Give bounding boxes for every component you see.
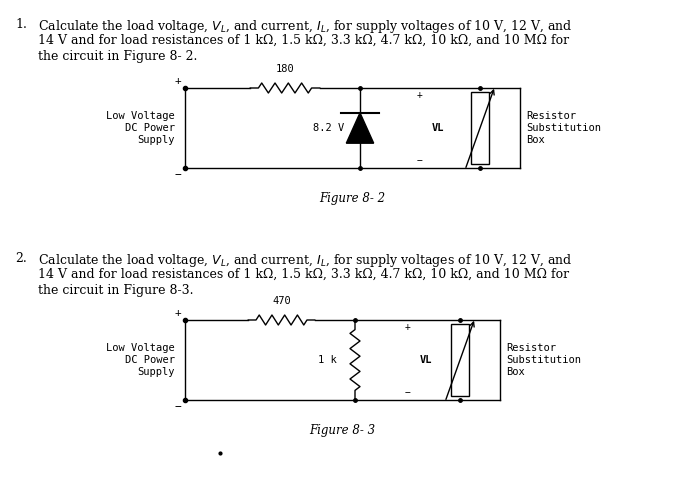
Text: 14 V and for load resistances of 1 kΩ, 1.5 kΩ, 3.3 kΩ, 4.7 kΩ, 10 kΩ, and 10 MΩ : 14 V and for load resistances of 1 kΩ, 1…: [38, 268, 569, 281]
Text: Supply: Supply: [137, 367, 175, 377]
Text: 14 V and for load resistances of 1 kΩ, 1.5 kΩ, 3.3 kΩ, 4.7 kΩ, 10 kΩ, and 10 MΩ : 14 V and for load resistances of 1 kΩ, 1…: [38, 34, 569, 47]
Text: +: +: [417, 90, 423, 100]
Text: Calculate the load voltage, $V_L$, and current, $I_L$, for supply voltages of 10: Calculate the load voltage, $V_L$, and c…: [38, 252, 573, 269]
Text: VL: VL: [420, 355, 433, 365]
Text: 1.: 1.: [15, 18, 27, 31]
Text: Calculate the load voltage, $V_L$, and current, $I_L$, for supply voltages of 10: Calculate the load voltage, $V_L$, and c…: [38, 18, 573, 35]
Text: 180: 180: [276, 64, 295, 74]
Text: +: +: [174, 76, 181, 86]
Polygon shape: [346, 113, 374, 143]
Text: Substitution: Substitution: [506, 355, 581, 365]
Bar: [471, 92, 489, 164]
Text: DC Power: DC Power: [125, 123, 175, 133]
Text: Figure 8- 2: Figure 8- 2: [319, 192, 386, 205]
Text: +: +: [174, 308, 181, 318]
Text: −: −: [417, 156, 423, 166]
Bar: [451, 324, 469, 396]
Text: Supply: Supply: [137, 135, 175, 145]
Text: DC Power: DC Power: [125, 355, 175, 365]
Text: −: −: [405, 388, 411, 398]
Text: 470: 470: [272, 296, 291, 306]
Text: VL: VL: [432, 123, 444, 133]
Text: 1 k: 1 k: [318, 355, 337, 365]
Text: 8.2 V: 8.2 V: [313, 123, 344, 133]
Text: Figure 8- 3: Figure 8- 3: [309, 424, 376, 437]
Text: 2.: 2.: [15, 252, 27, 265]
Text: −: −: [174, 402, 181, 412]
Text: Low Voltage: Low Voltage: [106, 111, 175, 121]
Text: Resistor: Resistor: [506, 343, 556, 353]
Text: the circuit in Figure 8-3.: the circuit in Figure 8-3.: [38, 284, 193, 297]
Text: Box: Box: [506, 367, 525, 377]
Text: Box: Box: [526, 135, 545, 145]
Text: the circuit in Figure 8- 2.: the circuit in Figure 8- 2.: [38, 50, 197, 63]
Text: Substitution: Substitution: [526, 123, 601, 133]
Text: Resistor: Resistor: [526, 111, 576, 121]
Text: +: +: [405, 322, 411, 332]
Text: −: −: [174, 170, 181, 180]
Text: Low Voltage: Low Voltage: [106, 343, 175, 353]
